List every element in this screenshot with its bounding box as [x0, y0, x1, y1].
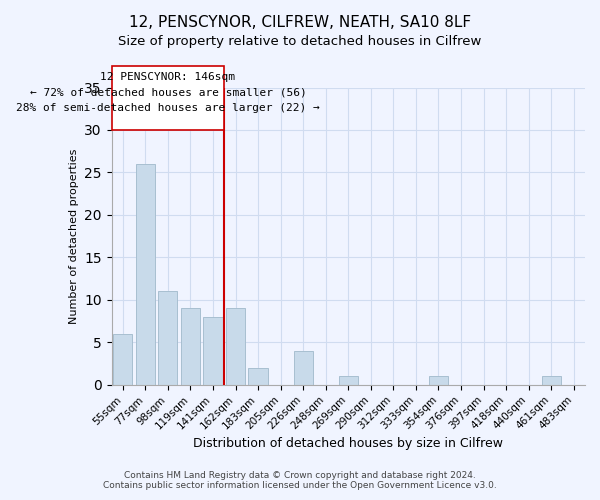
Bar — [542, 376, 561, 385]
Y-axis label: Number of detached properties: Number of detached properties — [68, 148, 79, 324]
Text: 12 PENSCYNOR: 146sqm: 12 PENSCYNOR: 146sqm — [100, 72, 235, 82]
X-axis label: Distribution of detached houses by size in Cilfrew: Distribution of detached houses by size … — [193, 437, 503, 450]
Bar — [136, 164, 155, 385]
Text: Contains HM Land Registry data © Crown copyright and database right 2024.
Contai: Contains HM Land Registry data © Crown c… — [103, 470, 497, 490]
Bar — [226, 308, 245, 385]
Bar — [248, 368, 268, 385]
Bar — [181, 308, 200, 385]
Bar — [203, 317, 223, 385]
Text: ← 72% of detached houses are smaller (56): ← 72% of detached houses are smaller (56… — [29, 88, 306, 98]
Bar — [429, 376, 448, 385]
Bar — [113, 334, 133, 385]
Text: 12, PENSCYNOR, CILFREW, NEATH, SA10 8LF: 12, PENSCYNOR, CILFREW, NEATH, SA10 8LF — [129, 15, 471, 30]
Text: Size of property relative to detached houses in Cilfrew: Size of property relative to detached ho… — [118, 35, 482, 48]
FancyBboxPatch shape — [112, 66, 224, 130]
Text: 28% of semi-detached houses are larger (22) →: 28% of semi-detached houses are larger (… — [16, 103, 320, 113]
Bar — [293, 351, 313, 385]
Bar — [338, 376, 358, 385]
Bar — [158, 292, 178, 385]
